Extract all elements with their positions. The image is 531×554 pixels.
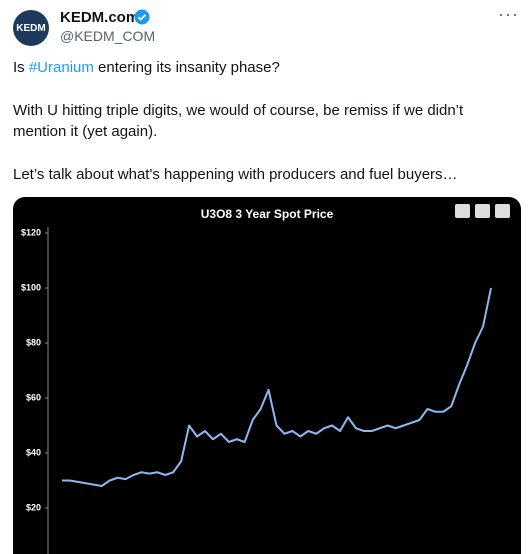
y-tick-label: $120 [21,227,41,237]
y-tick-label: $40 [26,447,41,457]
chart-title: U3O8 3 Year Spot Price [201,207,334,221]
author-name[interactable]: KEDM.com [60,9,140,26]
text: Is [13,59,29,76]
chart-icon[interactable] [475,204,490,218]
text: With U hitting triple digits, we would o… [13,102,464,140]
tweet-text: Is #Uranium entering its insanity phase?… [13,57,503,207]
paragraph: With U hitting triple digits, we would o… [13,100,503,142]
hashtag[interactable]: #Uranium [28,59,94,76]
paragraph: Let’s talk about what's happening with p… [13,164,503,185]
more-button[interactable]: ··· [498,4,519,24]
y-tick-label: $100 [21,282,41,292]
chart-icon[interactable] [495,204,510,218]
y-tick-label: $60 [26,392,41,402]
paragraph: Is #Uranium entering its insanity phase? [13,57,503,78]
text: entering its insanity phase? [93,59,280,76]
price-line [62,287,492,487]
text: Let’s talk about what's happening with p… [13,166,458,183]
chart: U3O8 3 Year Spot Price $20 $40 $60 $80 $100 $… [13,197,521,554]
y-tick-label: $80 [26,337,41,347]
chart-icon[interactable] [455,204,470,218]
avatar[interactable]: KEDM [13,10,49,46]
y-tick-label: $20 [26,502,41,512]
chart-background [13,197,521,554]
author-handle[interactable]: @KEDM_COM [60,28,156,44]
verified-badge [134,9,150,25]
